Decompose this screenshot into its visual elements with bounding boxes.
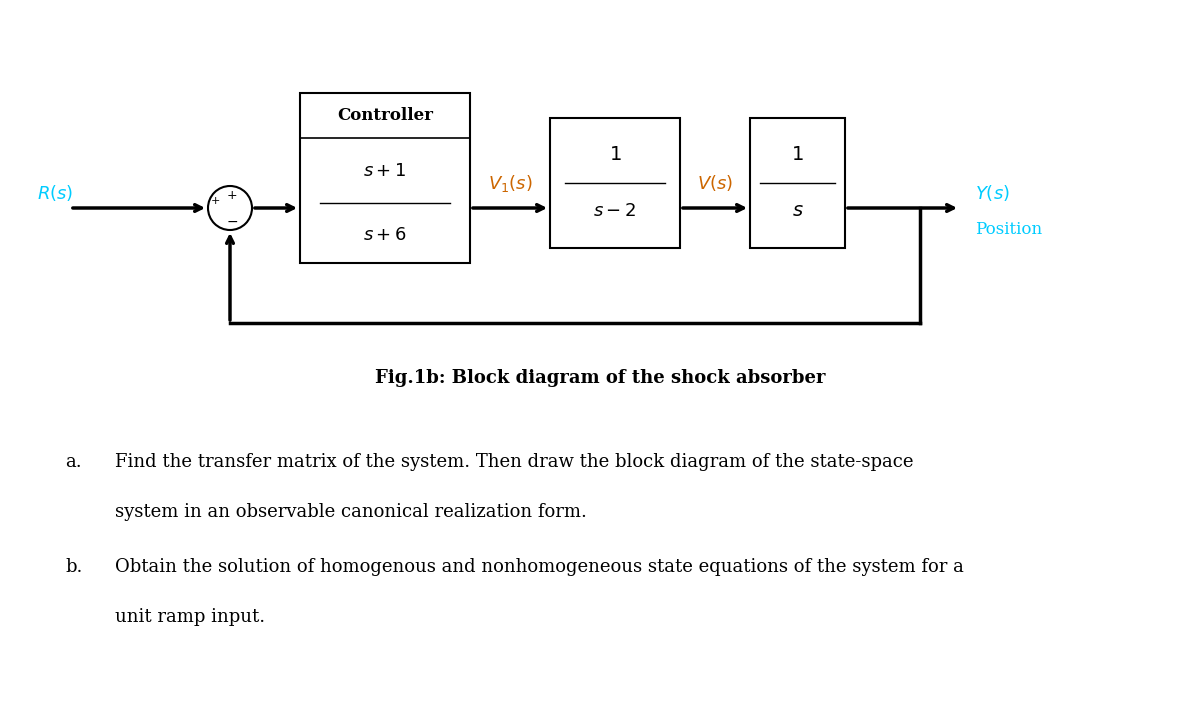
Text: b.: b. [65, 558, 83, 576]
Text: $s$: $s$ [792, 202, 803, 220]
Text: $1$: $1$ [791, 146, 804, 164]
Text: $s+1$: $s+1$ [364, 162, 407, 180]
Text: $V_1(s)$: $V_1(s)$ [487, 173, 533, 193]
Text: unit ramp input.: unit ramp input. [115, 608, 265, 626]
Circle shape [208, 186, 252, 230]
Bar [750, 118, 845, 248]
Text: −: − [226, 215, 238, 229]
Text: Controller: Controller [337, 107, 433, 124]
Text: a.: a. [65, 453, 82, 471]
Bar [300, 93, 470, 263]
Text: system in an observable canonical realization form.: system in an observable canonical realiz… [115, 503, 587, 521]
Text: $s+6$: $s+6$ [364, 226, 407, 244]
Text: Find the transfer matrix of the system. Then draw the block diagram of the state: Find the transfer matrix of the system. … [115, 453, 913, 471]
Text: +: + [211, 196, 221, 207]
Text: $Y(s)$: $Y(s)$ [974, 183, 1010, 203]
Bar [550, 118, 680, 248]
Text: $s-2$: $s-2$ [593, 202, 637, 220]
Text: Fig.1b: Block diagram of the shock absorber: Fig.1b: Block diagram of the shock absor… [374, 369, 826, 387]
Text: Obtain the solution of homogenous and nonhomogeneous state equations of the syst: Obtain the solution of homogenous and no… [115, 558, 964, 576]
Text: $R(s)$: $R(s)$ [37, 183, 73, 203]
Text: $V(s)$: $V(s)$ [697, 173, 733, 193]
Text: +: + [227, 190, 238, 202]
Text: $1$: $1$ [608, 146, 622, 164]
Text: Position: Position [974, 222, 1042, 239]
